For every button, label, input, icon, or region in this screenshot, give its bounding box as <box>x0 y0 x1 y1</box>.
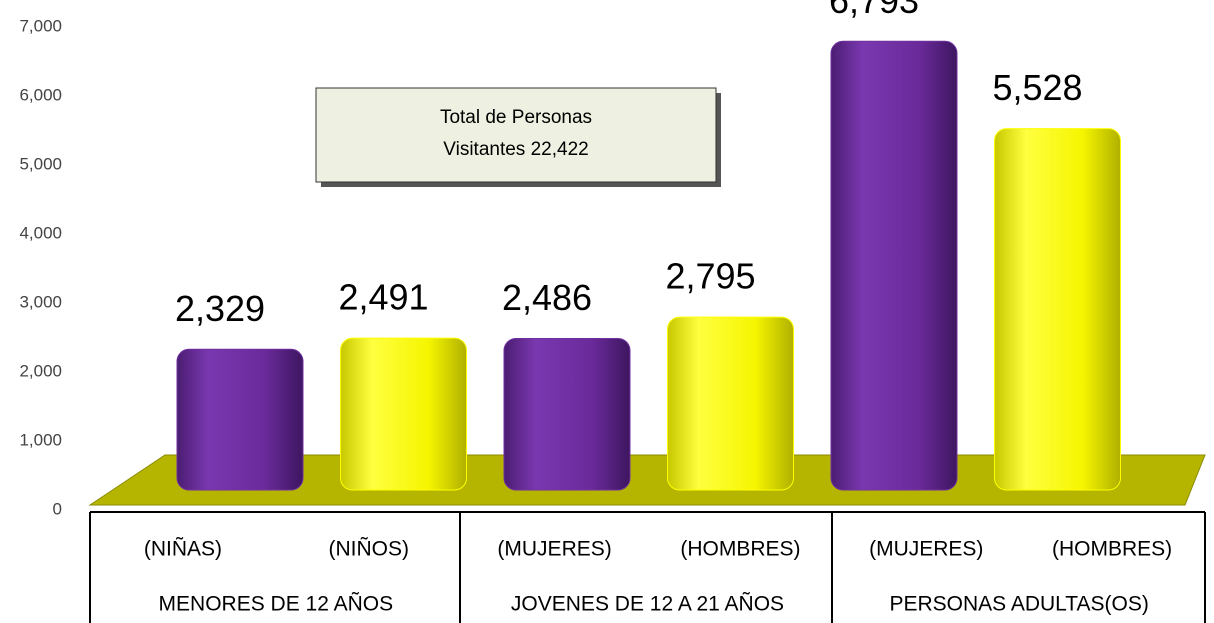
y-tick-label: 3,000 <box>19 292 62 311</box>
y-tick-label: 2,000 <box>19 361 62 380</box>
bar <box>503 337 631 491</box>
group-label: PERSONAS ADULTAS(OS) <box>889 593 1148 616</box>
y-tick-label: 1,000 <box>19 430 62 449</box>
y-tick-label: 0 <box>53 499 62 518</box>
annotation-box <box>315 87 717 183</box>
y-tick-label: 5,000 <box>19 154 62 173</box>
y-tick-label: 6,000 <box>19 85 62 104</box>
annotation: Total de Personas <box>440 107 592 128</box>
bar <box>667 316 794 491</box>
x-tick-label: (NIÑAS) <box>144 537 222 561</box>
group-label: MENORES DE 12 AÑOS <box>159 592 394 616</box>
data-label: 2,795 <box>665 256 755 297</box>
x-tick-label: (MUJERES) <box>869 538 983 561</box>
group-label: JOVENES DE 12 A 21 AÑOS <box>511 592 784 616</box>
bar <box>994 128 1121 491</box>
annotation: Visitantes 22,422 <box>443 139 588 160</box>
bar <box>176 348 304 491</box>
data-label: 2,491 <box>338 277 428 318</box>
bar <box>340 337 467 491</box>
x-tick-label: (NIÑOS) <box>329 537 410 561</box>
x-tick-label: (HOMBRES) <box>1052 538 1172 561</box>
y-tick-label: 7,000 <box>19 16 62 35</box>
data-label: 2,486 <box>502 277 592 318</box>
x-tick-label: (MUJERES) <box>497 538 611 561</box>
bar <box>830 40 958 491</box>
y-tick-label: 4,000 <box>19 223 62 242</box>
data-label: 6,793 <box>829 0 919 21</box>
x-tick-label: (HOMBRES) <box>680 538 800 561</box>
data-label: 5,528 <box>992 67 1082 108</box>
data-label: 2,329 <box>175 288 265 329</box>
